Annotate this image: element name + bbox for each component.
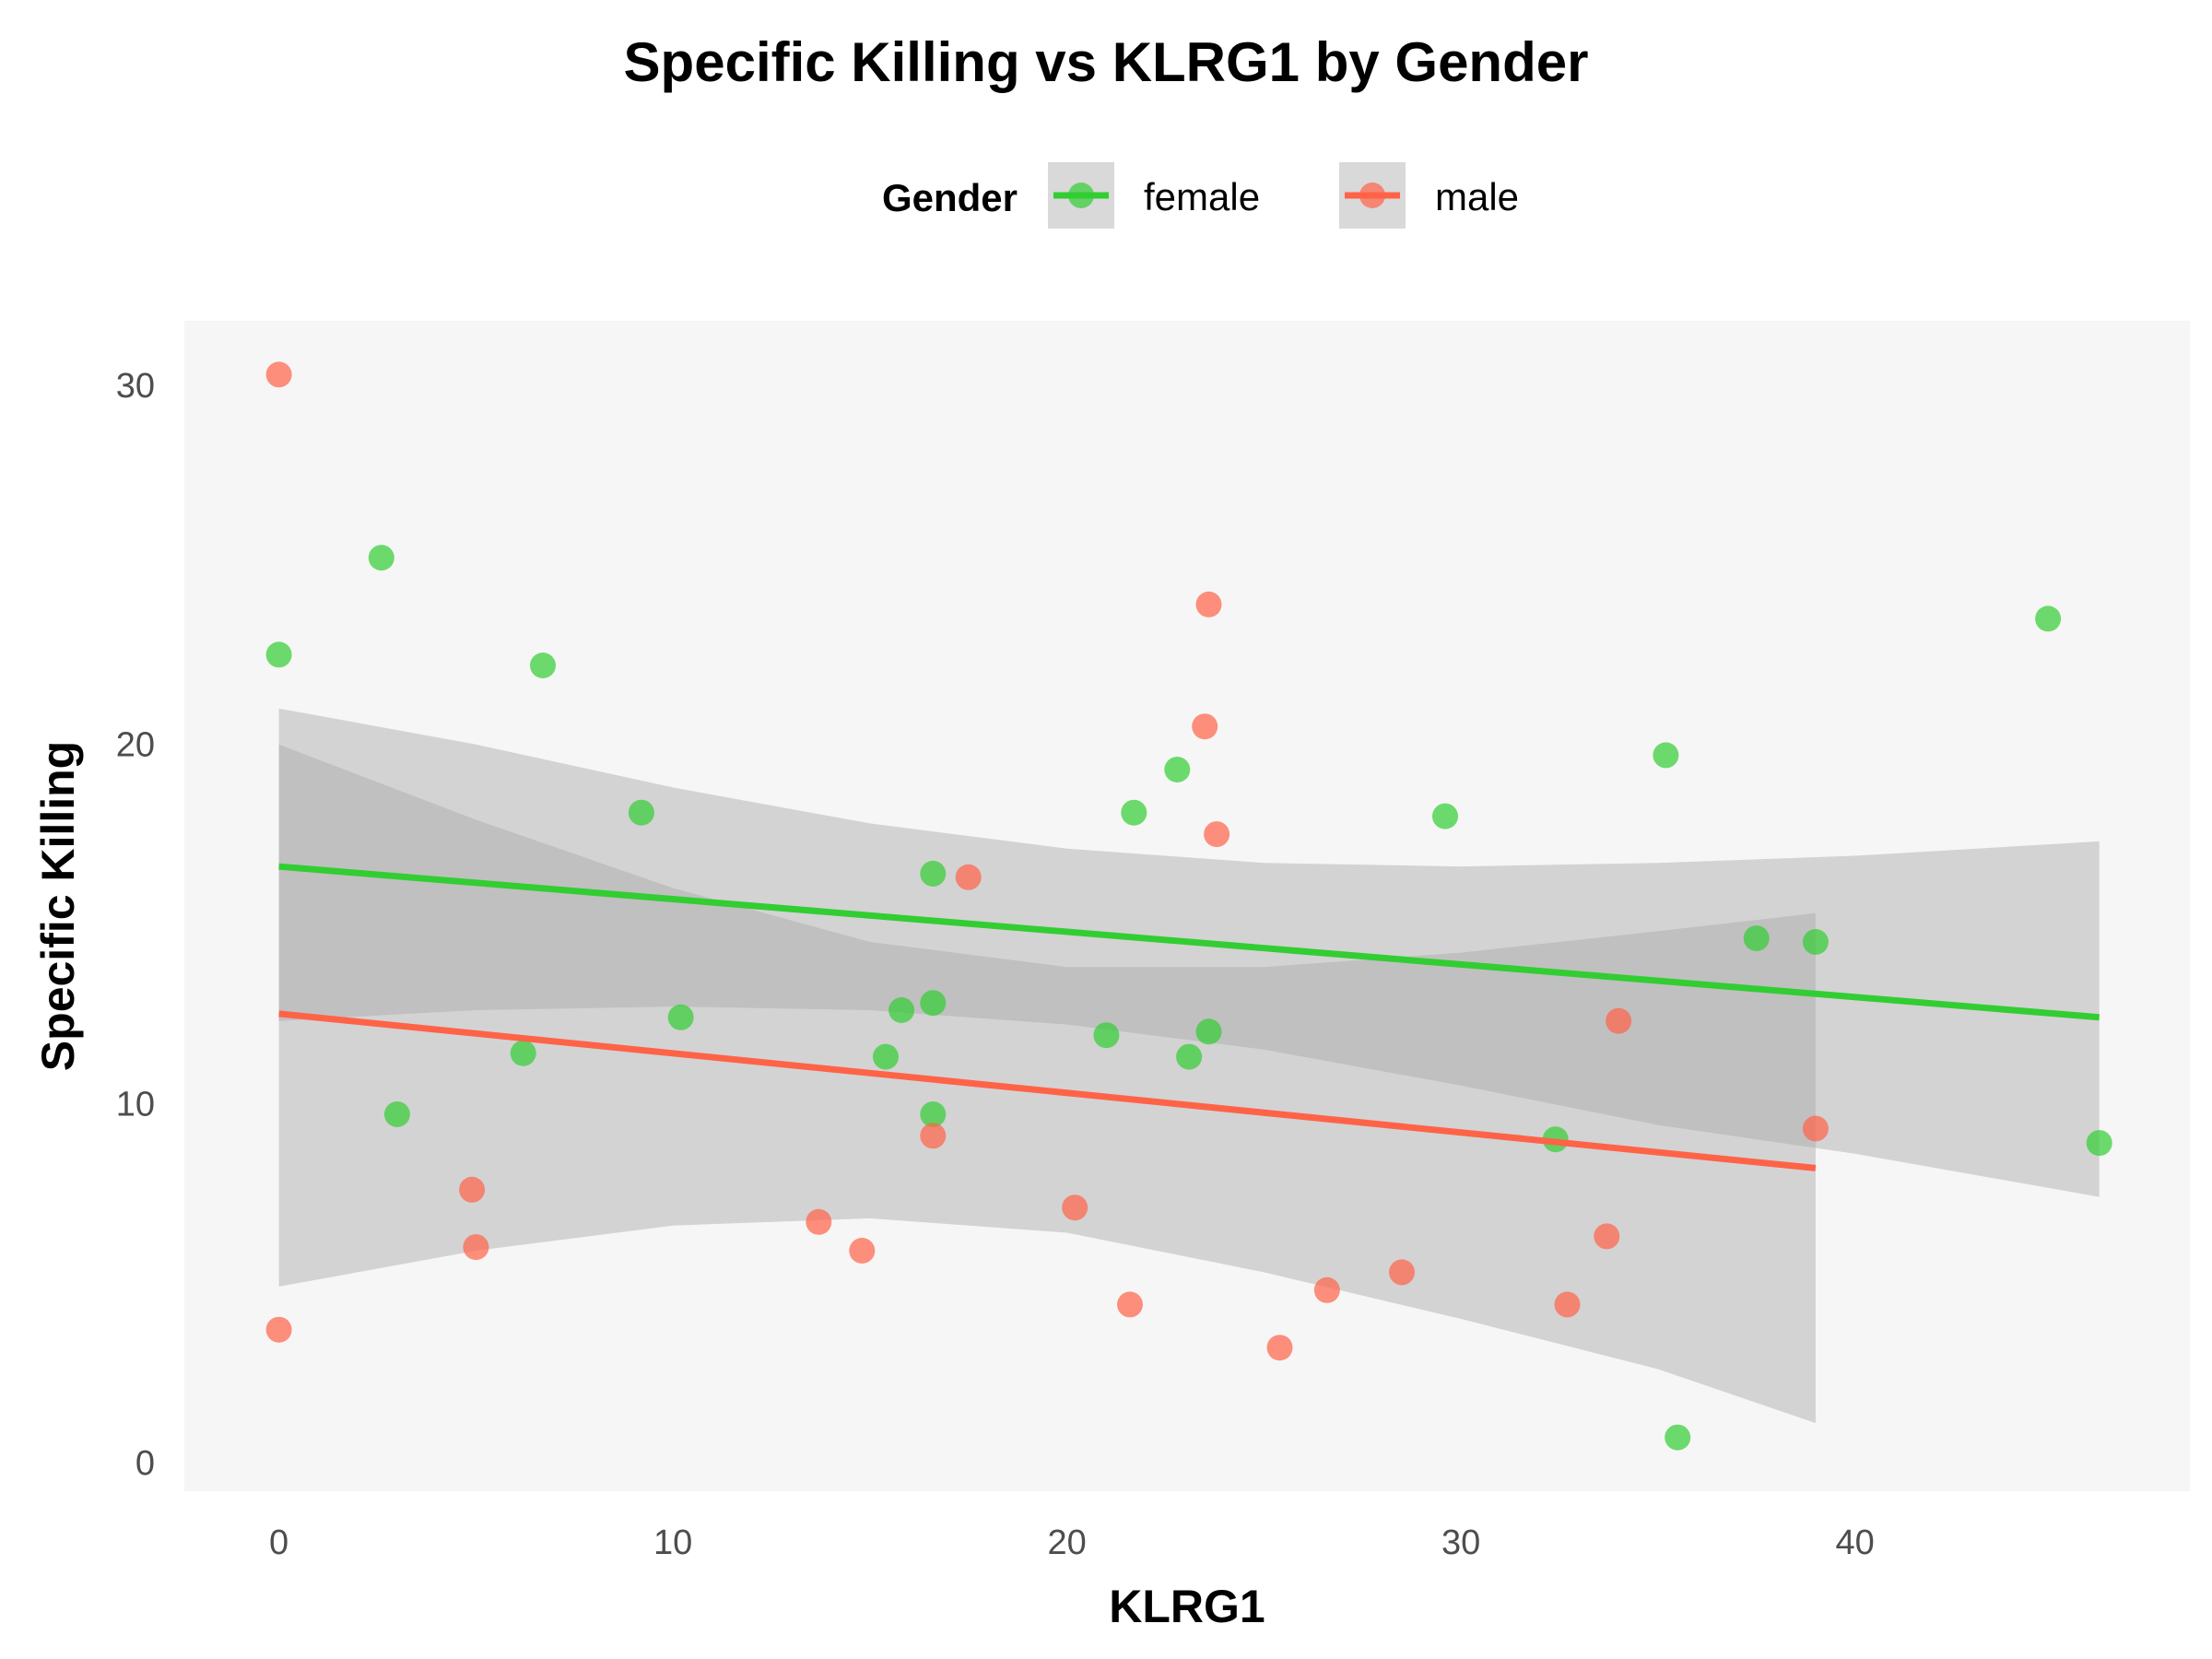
legend-label-male: male [1435, 175, 1519, 218]
point-female-3 [383, 1101, 410, 1127]
x-axis-ticks: 0 10 20 30 40 [269, 1524, 1875, 1562]
y-axis-ticks: 0 10 20 30 [116, 367, 155, 1483]
point-female-25 [2086, 1130, 2112, 1157]
trend-line-female [278, 863, 2100, 1021]
point-male-17 [1554, 1291, 1581, 1318]
point-male-18 [1594, 1223, 1620, 1250]
point-male-13 [1204, 821, 1230, 848]
point-female-12 [920, 1101, 947, 1127]
point-female-7 [667, 1004, 694, 1030]
point-female-11 [920, 990, 947, 1017]
point-male-3 [459, 1176, 486, 1203]
point-male-10 [1117, 1291, 1143, 1318]
x-axis-title: KLRG1 [1109, 1581, 1265, 1632]
trend-line-male [278, 1010, 1817, 1171]
point-male-9 [1062, 1194, 1088, 1221]
point-male-14 [1266, 1335, 1293, 1361]
point-female-8 [873, 1043, 899, 1070]
x-tick-label-10: 10 [653, 1524, 692, 1562]
point-female-17 [1195, 1018, 1222, 1045]
point-male-2 [265, 1316, 292, 1343]
point-male-19 [1606, 1007, 1632, 1034]
point-male-16 [1389, 1259, 1415, 1286]
point-male-5 [806, 1208, 832, 1235]
point-female-1 [265, 641, 292, 668]
point-female-18 [1432, 803, 1458, 830]
point-male-6 [849, 1238, 876, 1264]
point-male-15 [1313, 1277, 1340, 1303]
x-tick-label-20: 20 [1047, 1524, 1086, 1562]
legend-key-marker-female [1068, 182, 1094, 208]
point-female-14 [1121, 799, 1147, 826]
y-tick-label-30: 30 [116, 367, 155, 406]
point-male-12 [1195, 591, 1222, 618]
x-tick-label-30: 30 [1441, 1524, 1480, 1562]
panel-background [184, 321, 2190, 1491]
y-tick-label-20: 20 [116, 726, 155, 765]
point-female-13 [1093, 1022, 1120, 1049]
y-tick-label-0: 0 [135, 1444, 155, 1483]
point-female-9 [888, 997, 915, 1023]
legend-key-marker-male [1359, 182, 1385, 208]
point-female-23 [1802, 929, 1829, 955]
point-female-5 [530, 653, 556, 678]
point-female-16 [1176, 1043, 1203, 1070]
confidence-band-female [278, 708, 2100, 1197]
x-tick-label-0: 0 [269, 1524, 288, 1562]
point-female-6 [628, 799, 654, 826]
chart-title: Specific Killing vs KLRG1 by Gender [624, 31, 1589, 93]
point-female-4 [510, 1040, 536, 1066]
y-axis-title: Specific Killing [32, 741, 84, 1071]
point-female-22 [1743, 925, 1770, 952]
point-male-1 [265, 361, 292, 388]
point-female-10 [920, 860, 947, 887]
point-male-7 [920, 1123, 947, 1149]
legend-title: Gender [882, 176, 1018, 219]
point-male-11 [1192, 713, 1218, 740]
x-tick-label-40: 40 [1835, 1524, 1874, 1562]
data-points [265, 361, 2112, 1451]
point-female-15 [1164, 757, 1191, 782]
point-female-21 [1665, 1424, 1691, 1451]
confidence-bands [278, 708, 2100, 1423]
point-female-20 [1653, 742, 1679, 769]
confidence-band-male [278, 744, 1816, 1423]
point-female-24 [2035, 606, 2062, 632]
point-female-2 [368, 545, 394, 571]
point-male-4 [463, 1234, 489, 1261]
point-male-20 [1802, 1115, 1829, 1142]
trend-lines [278, 863, 2100, 1171]
legend: Gender female male [882, 162, 1519, 229]
y-tick-label-10: 10 [116, 1085, 155, 1124]
legend-label-female: female [1144, 175, 1260, 218]
point-male-8 [955, 864, 982, 890]
